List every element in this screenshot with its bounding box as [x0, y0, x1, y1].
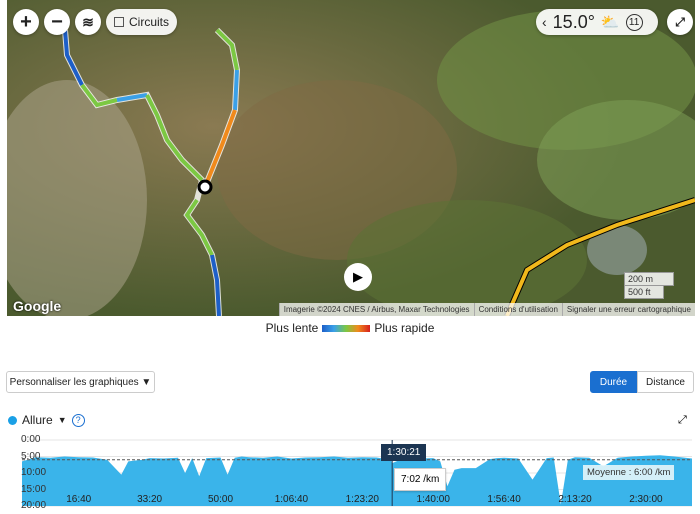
- cursor-value-tooltip: 7:02 /km: [394, 468, 447, 491]
- cursor-time-tooltip: 1:30:21: [381, 444, 427, 461]
- legend-gradient: [322, 324, 371, 332]
- average-label: Moyenne : 6:00 /km: [583, 465, 675, 480]
- position-marker: [197, 179, 213, 195]
- x-tick-label: 1:06:40: [274, 494, 309, 505]
- hour-badge: 11: [625, 13, 643, 31]
- route-map[interactable]: + − ≋ Circuits ‹ 15.0° ⛅ 11 ⤢ ▶ 200 m 50…: [7, 0, 695, 316]
- x-tick-label: 1:56:40: [487, 494, 521, 505]
- distance-toggle[interactable]: Distance: [637, 371, 694, 393]
- scale-imperial: 500 ft: [624, 285, 664, 299]
- terms-link[interactable]: Conditions d'utilisation: [473, 303, 562, 316]
- layers-icon: ≋: [82, 13, 94, 30]
- scale-metric: 200 m: [624, 272, 674, 286]
- customize-charts-dropdown[interactable]: Personnaliser les graphiques ▼: [6, 371, 155, 393]
- weather-widget[interactable]: ‹ 15.0° ⛅ 11: [536, 9, 658, 35]
- satellite-imagery: [7, 0, 695, 316]
- help-icon[interactable]: ?: [71, 413, 85, 427]
- layers-button[interactable]: ≋: [75, 9, 101, 35]
- x-tick-label: 2:13:20: [558, 494, 592, 505]
- y-tick-label: 20:00: [21, 500, 47, 511]
- duration-toggle[interactable]: Durée: [590, 371, 637, 393]
- series-dot: [8, 415, 17, 425]
- speed-legend: Plus lente Plus rapide: [0, 321, 700, 335]
- report-error-link[interactable]: Signaler une erreur cartographique: [561, 303, 695, 316]
- y-tick-label: 0:00: [21, 434, 41, 445]
- circuits-checkbox[interactable]: [114, 17, 124, 27]
- fullscreen-button[interactable]: ⤢: [667, 9, 693, 35]
- temperature: 15.0°: [552, 11, 595, 32]
- expand-chart-icon[interactable]: ⤢: [678, 414, 687, 426]
- x-tick-label: 33:20: [137, 494, 163, 505]
- y-tick-label: 5:00: [21, 450, 41, 462]
- zoom-in-button[interactable]: +: [13, 9, 39, 35]
- x-tick-label: 50:00: [208, 494, 234, 505]
- play-icon: ▶: [353, 269, 363, 284]
- chart-header: Allure ▼ ?: [8, 413, 85, 427]
- x-tick-label: 16:40: [66, 494, 92, 505]
- x-tick-label: 1:40:00: [416, 494, 450, 505]
- imagery-credit: Imagerie ©2024 CNES / Airbus, Maxar Tech…: [278, 303, 474, 316]
- metric-selector[interactable]: Allure: [22, 413, 53, 427]
- legend-fast: Plus rapide: [374, 321, 435, 335]
- play-button[interactable]: ▶: [344, 263, 372, 291]
- chevron-left-icon[interactable]: ‹: [542, 14, 547, 30]
- partly-sunny-icon: ⛅: [600, 14, 620, 31]
- x-tick-label: 1:23:20: [345, 494, 379, 505]
- chevron-down-icon[interactable]: ▼: [57, 415, 67, 425]
- y-tick-label: 10:00: [21, 467, 47, 478]
- legend-slow: Plus lente: [265, 321, 319, 335]
- zoom-out-button[interactable]: −: [44, 9, 70, 35]
- google-logo: Google: [13, 298, 62, 314]
- circuits-label: Circuits: [129, 15, 170, 29]
- circuits-toggle[interactable]: Circuits: [106, 9, 178, 35]
- y-tick-label: 15:00: [21, 483, 47, 495]
- expand-icon: ⤢: [675, 14, 685, 29]
- x-tick-label: 2:30:00: [629, 494, 663, 505]
